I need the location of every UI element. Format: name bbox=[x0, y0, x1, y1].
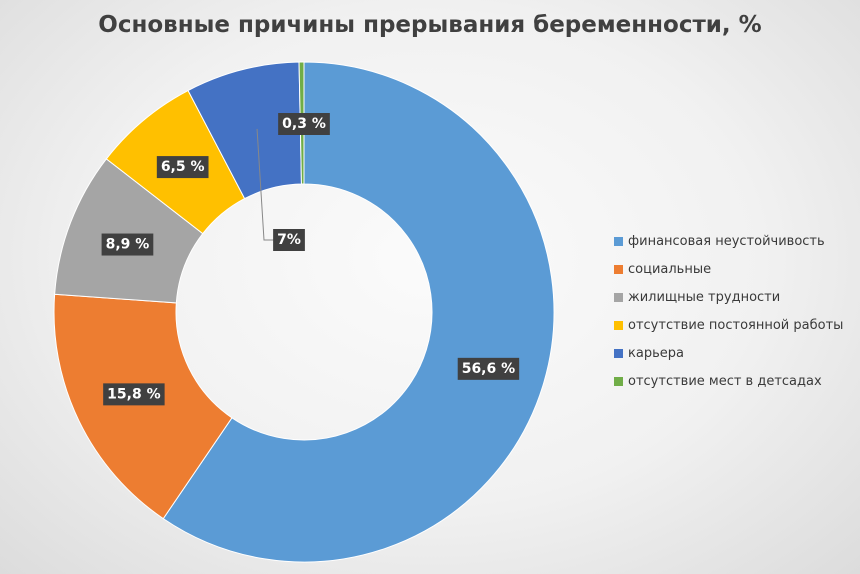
svg-text:7%: 7% bbox=[277, 232, 301, 248]
legend-label: отсутствие мест в детсадах bbox=[628, 374, 822, 389]
legend-swatch bbox=[614, 293, 623, 302]
data-label-отсутствие-постоянной-работы: 6,5 % bbox=[156, 156, 209, 179]
slice-финансовая-неустойчивость bbox=[162, 61, 555, 563]
legend-swatch bbox=[614, 377, 623, 386]
legend-item-отсутствие-мест-в-детсадах: отсутствие мест в детсадах bbox=[614, 368, 850, 396]
legend-item-отсутствие-постоянной-работы: отсутствие постоянной работы bbox=[614, 312, 850, 340]
data-label-жилищные-трудности: 8,9 % bbox=[101, 233, 154, 256]
legend-swatch bbox=[614, 265, 623, 274]
chart-title: Основные причины прерывания беременности… bbox=[98, 12, 762, 38]
legend-item-финансовая-неустойчивость: финансовая неустойчивость bbox=[614, 228, 850, 256]
slice-социальные bbox=[53, 293, 233, 520]
legend-label: финансовая неустойчивость bbox=[628, 234, 825, 249]
legend-swatch bbox=[614, 349, 623, 358]
data-label-отсутствие-мест-в-детсадах: 0,3 % bbox=[278, 113, 330, 135]
leader-line-карьера bbox=[256, 128, 274, 241]
legend-item-социальные: социальные bbox=[614, 256, 850, 284]
svg-text:15,8 %: 15,8 % bbox=[107, 386, 160, 402]
svg-text:56,6 %: 56,6 % bbox=[462, 361, 515, 377]
legend-label: отсутствие постоянной работы bbox=[628, 318, 844, 333]
data-label-финансовая-неустойчивость: 56,6 % bbox=[457, 357, 520, 380]
legend-item-карьера: карьера bbox=[614, 340, 850, 368]
donut-chart: 56,6 % 15,8 % 8,9 % 6,5 % 7% 0,3 % bbox=[53, 61, 555, 563]
legend-item-жилищные-трудности: жилищные трудности bbox=[614, 284, 850, 312]
svg-text:8,9 %: 8,9 % bbox=[106, 237, 150, 253]
legend-swatch bbox=[614, 237, 623, 246]
data-label-социальные: 15,8 % bbox=[103, 383, 165, 406]
legend-label: карьера bbox=[628, 346, 684, 361]
svg-text:0,3 %: 0,3 % bbox=[282, 116, 326, 132]
legend-label: социальные bbox=[628, 262, 712, 277]
chart-legend: финансовая неустойчивость социальные жилищ… bbox=[614, 228, 850, 396]
legend-swatch bbox=[614, 321, 623, 330]
svg-text:6,5 %: 6,5 % bbox=[161, 159, 205, 175]
data-label-карьера: 7% bbox=[273, 229, 305, 251]
legend-label: жилищные трудности bbox=[628, 290, 781, 305]
